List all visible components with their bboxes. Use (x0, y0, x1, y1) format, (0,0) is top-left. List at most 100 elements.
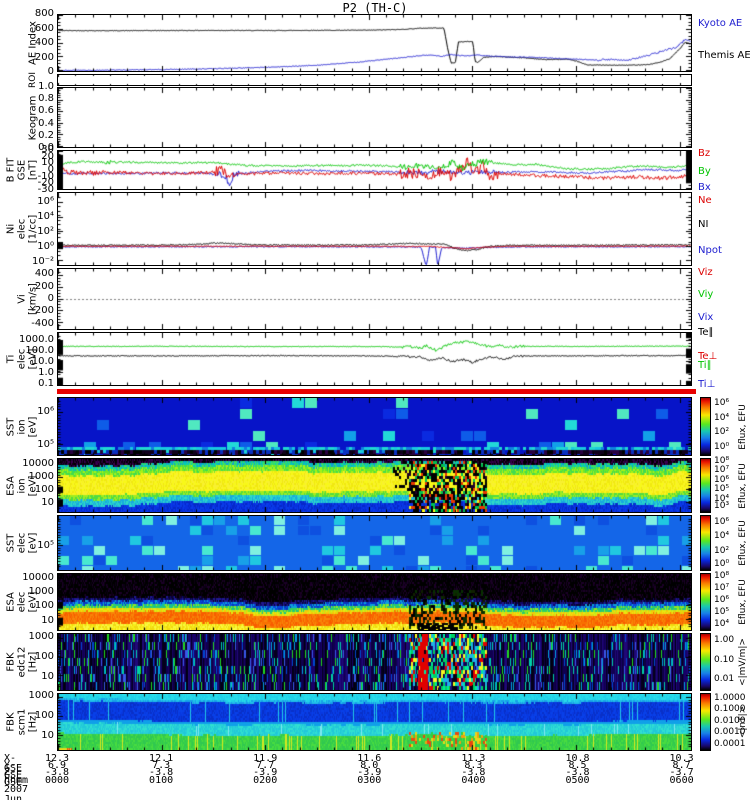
y-tick-label-bfit-6: -30 (37, 184, 54, 195)
y-tick-label-esa_ion-0: 10000 (22, 457, 54, 469)
sst-ion-canvas (58, 398, 691, 455)
y-axis-label-bfit-text: B FIT (5, 157, 17, 183)
colorbar-esa_ion (700, 458, 711, 513)
axis-value-z_gse-2: -3.9 (253, 767, 278, 778)
colorbar-unit-sst_ion-text: Eflux, EFU (738, 403, 748, 450)
axis-value-z_gse-1: -3.8 (149, 767, 174, 778)
y-tick-label-vi-1: 200 (34, 280, 54, 292)
y-axis-label-bfit-text: GSE (16, 159, 28, 181)
y-axis-label-fbk1-text: [Hz] (27, 651, 39, 673)
y-axis-label-esa_ion-text: ion (16, 477, 28, 494)
axis-value-y_gse-1: 7.3 (152, 760, 171, 771)
y-axis-label-keo-text: Keogram (27, 95, 39, 140)
fbk-scm-canvas (58, 694, 691, 750)
colorbar-unit-sst_elec-text: Eflux, EFU (738, 520, 748, 566)
legend-vi-Vix: Vix (698, 312, 714, 324)
panel-fbk-efield-spectrogram (57, 633, 692, 691)
y-tick-label-ni-0: 10⁶ (37, 195, 54, 207)
y-axis-label-ni-text: [1/cc] (27, 214, 39, 244)
colorbar-tick-esa_elec-3: 10⁵ (714, 606, 730, 617)
colorbar-unit-fbk1-text: <|mV/m|> (738, 638, 748, 686)
y-tick-label-ti-4: 0.1 (38, 378, 54, 390)
colorbar-tick-esa_elec-0: 10⁸ (714, 571, 730, 582)
colorbar-tick-esa_ion-4: 10⁴ (714, 494, 730, 505)
y-axis-label-vi-text: [km/s] (27, 283, 39, 315)
panel-esa-ion-spectrogram (57, 458, 692, 513)
colorbar-tick-sst_elec-3: 10⁰ (714, 559, 730, 570)
panel-velocity (57, 268, 692, 330)
colorbar-tick-fbk2-3: 0.0010 (714, 727, 746, 738)
legend-vi-Viz: Viz (698, 266, 713, 278)
panel-sst-ion-spectrogram (57, 397, 692, 456)
axis-value-y_gse-6: 8.7 (672, 760, 691, 771)
temperature-canvas (58, 333, 691, 385)
panel-ae-index (57, 14, 692, 72)
y-tick-label-ni-2: 10² (37, 225, 54, 237)
axis-value-y_gse-0: 6.9 (47, 760, 67, 771)
y-tick-label-ti-3: 1.0 (38, 367, 54, 379)
colorbar-unit-esa_ion-text: Eflux, EFU (738, 462, 748, 509)
y-axis-label-fbk2-text: FBK (5, 712, 17, 732)
colorbar-tick-sst_elec-0: 10⁶ (714, 516, 730, 527)
colorbar-tick-sst_ion-3: 10⁰ (714, 442, 730, 453)
roi-canvas (58, 75, 691, 85)
panel-esa-electron-spectrogram (57, 573, 692, 631)
y-tick-label-ti-2: 10.0 (31, 355, 54, 367)
legend-ti-Ti: Ti∥ (698, 360, 712, 372)
y-tick-label-ae-3: 200 (34, 51, 54, 63)
y-tick-label-bfit-1: 20 (41, 150, 54, 162)
axis-value-y_gse-3: 8.0 (360, 760, 379, 771)
axis-value-hhmm-2: 0200 (253, 775, 278, 786)
y-tick-label-esa_elec-0: 10000 (22, 571, 54, 583)
panel-density (57, 192, 692, 266)
y-tick-label-ti-0: 1000.0 (19, 333, 54, 345)
y-tick-label-esa_ion-2: 100 (34, 483, 54, 495)
axis-value-x_gse-2: 11.9 (253, 753, 278, 764)
y-tick-label-keo-0: 1.0 (38, 81, 54, 92)
y-axis-label-esa_ion-text: [eV] (27, 475, 39, 496)
colorbar-tick-fbk1-2: 0.01 (714, 674, 735, 685)
y-tick-label-fbk2-2: 10 (41, 729, 54, 741)
y-axis-label-sst_elec-text: [eV] (27, 532, 39, 554)
y-axis-label-esa_elec-text: ESA (5, 592, 17, 612)
y-tick-label-esa_ion-1: 1000 (28, 470, 54, 482)
axis-value-x_gse-6: 10.3 (669, 753, 694, 764)
y-tick-label-keo-4: 0.2 (38, 129, 54, 141)
colorbar-tick-esa_ion-0: 10⁸ (714, 455, 730, 466)
y-tick-label-bfit-4: -10 (37, 170, 54, 182)
legend-ae-KyotoAE: Kyoto AE (698, 18, 743, 30)
colorbar-tick-fbk2-2: 0.0100 (714, 715, 746, 726)
velocity-canvas (58, 269, 691, 329)
y-tick-label-fbk1-0: 1000 (28, 631, 54, 643)
colorbar-tick-fbk2-1: 0.1000 (714, 704, 746, 715)
y-tick-label-esa_elec-1: 1000 (28, 585, 54, 597)
axis-value-z_gse-5: -3.8 (565, 767, 590, 778)
y-tick-label-ti-1: 100.0 (25, 344, 54, 356)
y-tick-label-vi-0: 400 (34, 268, 54, 280)
colorbar-sst_elec (700, 515, 711, 571)
y-axis-label-roi-text: ROI (28, 72, 38, 88)
axis-value-hhmm-0: 0000 (44, 775, 70, 786)
axis-value-y_gse-5: 8.5 (568, 760, 587, 771)
y-tick-label-bfit-5: -20 (37, 177, 54, 189)
colorbar-tick-esa_ion-5: 10³ (714, 501, 730, 512)
axis-row-label-X-GSE: X-GSE (4, 753, 23, 774)
legend-ti-Te: Te⊥ (698, 350, 718, 362)
y-axis-label-vi-text: Vi (16, 294, 28, 304)
y-tick-label-sst_ion-1: 10⁵ (37, 439, 54, 451)
y-tick-label-ni-1: 10⁴ (37, 210, 54, 222)
legend-ni-Npot: Npot (698, 245, 722, 257)
colorbar-tick-esa_ion-2: 10⁶ (714, 475, 730, 485)
axis-value-hhmm-3: 0300 (357, 775, 382, 786)
legend-ni-Ne: Ne (698, 194, 712, 206)
panel-roi (57, 74, 692, 86)
legend-ni-NI: NI (698, 219, 709, 231)
y-tick-label-bfit-0: 30 (41, 144, 54, 155)
panel-keogram (57, 87, 692, 148)
y-axis-label-esa_elec-text: [eV] (27, 591, 39, 613)
y-axis-label-ti-text: [eV] (27, 348, 39, 370)
page-title: P2 (TH-C) (342, 1, 408, 15)
y-tick-label-keo-3: 0.4 (38, 117, 54, 129)
y-tick-label-esa_elec-3: 10 (41, 614, 54, 626)
